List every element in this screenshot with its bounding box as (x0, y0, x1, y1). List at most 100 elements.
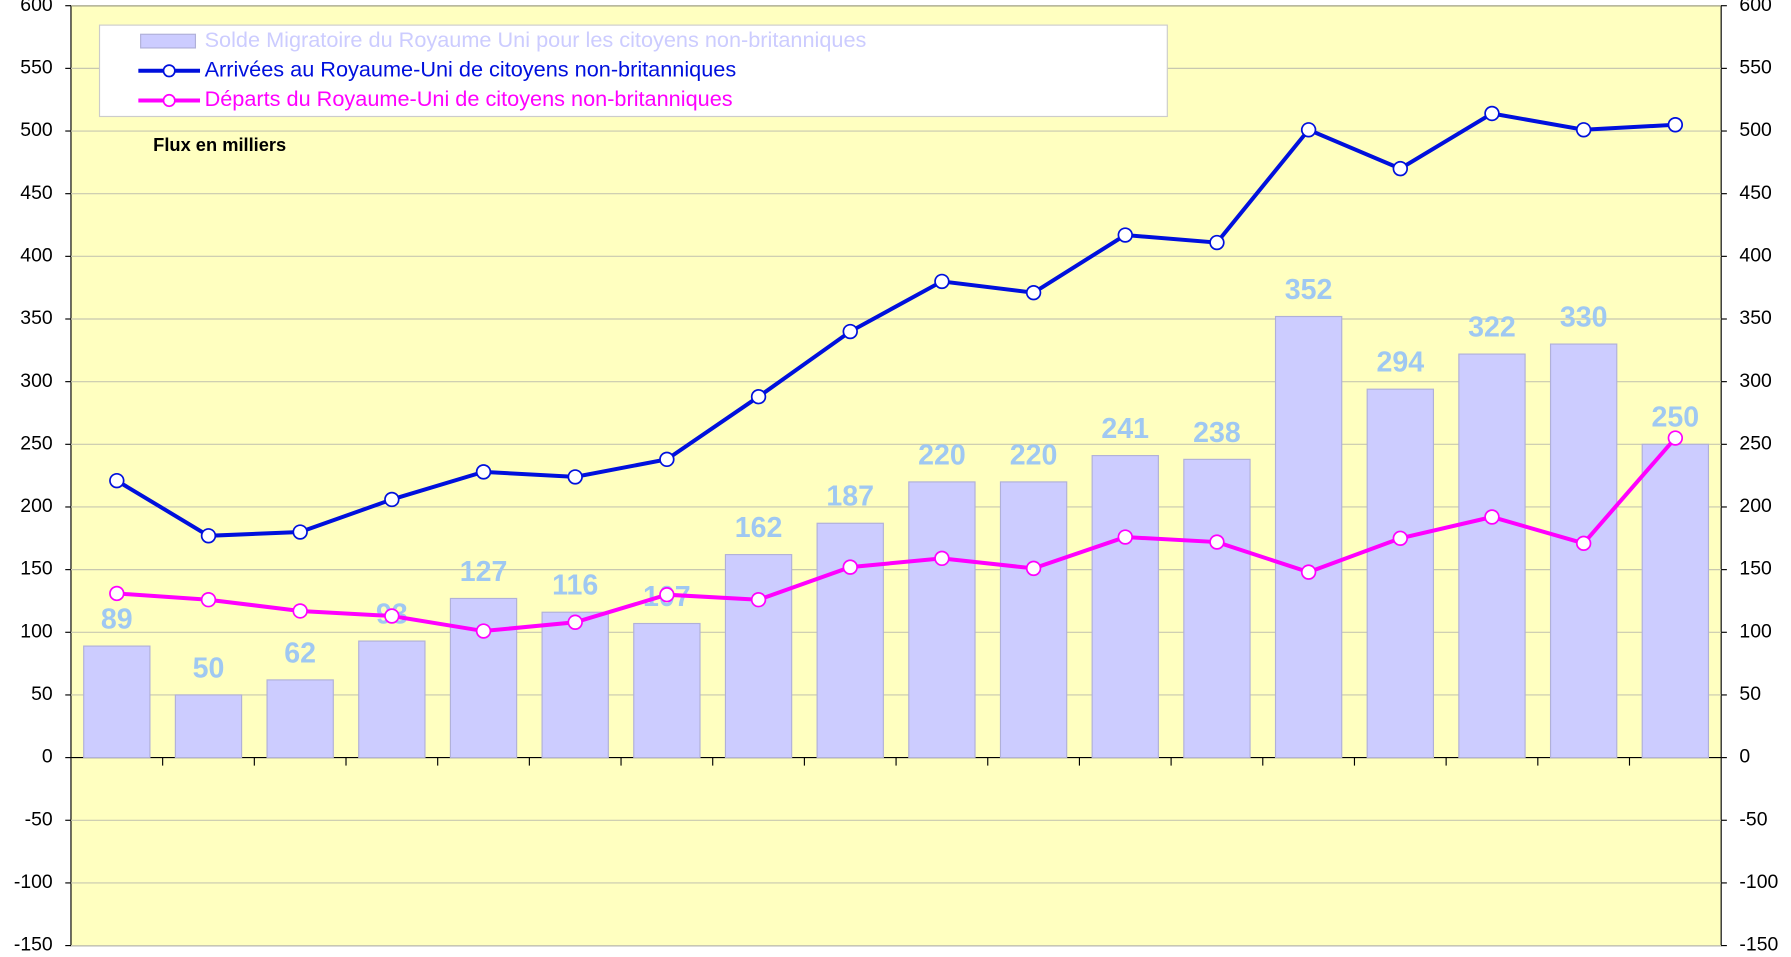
bar (1091, 455, 1159, 759)
data-label: 330 (1560, 301, 1608, 333)
marker (1117, 227, 1133, 243)
y2-tick-label: -100 (1739, 871, 1778, 893)
marker (1209, 534, 1225, 550)
legend-label: Solde Migratoire du Royaume Uni pour les… (205, 27, 867, 52)
y2-tick-label: 450 (1739, 182, 1772, 204)
y2-tick-label: -50 (1739, 808, 1767, 830)
data-label: 162 (735, 512, 783, 544)
marker (1484, 105, 1500, 122)
marker (842, 559, 858, 575)
marker (1667, 430, 1684, 446)
marker (1484, 509, 1500, 525)
data-label: 220 (918, 439, 966, 471)
marker (750, 388, 767, 405)
y2-tick-label: 50 (1739, 683, 1761, 705)
y2-tick-label: 400 (1739, 244, 1772, 266)
y-tick-label: -150 (14, 934, 53, 956)
data-label: 241 (1101, 413, 1149, 445)
marker (1667, 117, 1684, 133)
line (115, 111, 1676, 538)
legend-box (98, 24, 1168, 118)
marker (1025, 560, 1042, 577)
y2-tick-label: 250 (1739, 432, 1772, 454)
marker (1300, 122, 1317, 138)
data-label: 352 (1285, 274, 1333, 306)
marker (384, 608, 400, 624)
bar (83, 645, 151, 759)
marker (292, 603, 308, 619)
bar (1274, 315, 1343, 759)
y-tick-label: 50 (31, 683, 53, 705)
data-label: 238 (1193, 417, 1241, 449)
y-tick-label: -50 (25, 808, 53, 830)
marker (1209, 234, 1225, 251)
marker (1392, 530, 1409, 547)
y-tick-label: 300 (20, 370, 53, 392)
y-tick-label: 150 (20, 558, 53, 580)
y-tick-label: 450 (20, 182, 53, 204)
marker (567, 614, 583, 630)
marker (567, 469, 583, 485)
data-label: 116 (552, 570, 598, 602)
marker (1392, 160, 1409, 177)
y-tick-label: 600 (20, 0, 53, 16)
data-label: 187 (826, 481, 874, 513)
marker (384, 491, 400, 508)
data-label: 294 (1376, 347, 1424, 379)
marker (1575, 535, 1592, 552)
y-tick-label: 550 (20, 56, 53, 78)
y2-tick-label: 500 (1739, 119, 1772, 141)
marker (1300, 564, 1317, 580)
y2-tick-label: 150 (1739, 558, 1772, 580)
annotation: Flux en milliers (153, 134, 286, 155)
marker (934, 550, 950, 567)
y2-tick-label: 0 (1739, 746, 1750, 768)
legend: Solde Migratoire du Royaume Uni pour les… (98, 24, 1168, 118)
y-tick-label: 500 (20, 119, 53, 141)
y2-tick-label: 300 (1739, 370, 1772, 392)
y2-tick-label: -150 (1739, 934, 1778, 956)
data-label: 50 (193, 652, 225, 684)
marker (109, 472, 125, 489)
data-label: 220 (1010, 439, 1058, 471)
bar (1183, 458, 1251, 759)
y2-tick-label: 100 (1739, 620, 1772, 642)
marker (1575, 122, 1592, 138)
bar (174, 694, 243, 759)
legend-marker (162, 64, 176, 78)
marker (1025, 284, 1042, 301)
plot-area (70, 5, 1722, 947)
y-tick-label: 0 (42, 746, 53, 768)
marker (659, 586, 675, 603)
data-label: 62 (284, 637, 316, 669)
bar (633, 622, 701, 759)
line (116, 436, 1677, 634)
y-tick-label: 350 (20, 307, 53, 329)
data-label: 89 (101, 603, 133, 635)
bar (816, 522, 884, 759)
y-tick-label: -100 (14, 871, 53, 893)
marker (475, 623, 492, 639)
y2-tick-label: 600 (1739, 0, 1772, 16)
marker (200, 591, 217, 608)
bar (1458, 353, 1526, 759)
bar (1641, 443, 1710, 759)
y2-tick-label: 200 (1739, 495, 1772, 517)
bar (358, 640, 426, 759)
y2-tick-label: 550 (1739, 56, 1772, 78)
legend-label: Départs du Royaume-Uni de citoyens non-b… (205, 86, 733, 111)
legend-marker (162, 93, 176, 108)
marker (109, 585, 125, 602)
marker (200, 528, 217, 544)
legend-label: Arrivées au Royaume-Uni de citoyens non-… (205, 57, 737, 82)
data-label: 250 (1652, 402, 1700, 434)
bar (266, 679, 334, 759)
marker (292, 524, 308, 540)
bar (724, 554, 793, 759)
data-label: 322 (1468, 312, 1516, 344)
marker (750, 591, 767, 608)
y-tick-label: 250 (20, 432, 53, 454)
bar (541, 611, 609, 759)
bar (449, 597, 518, 759)
